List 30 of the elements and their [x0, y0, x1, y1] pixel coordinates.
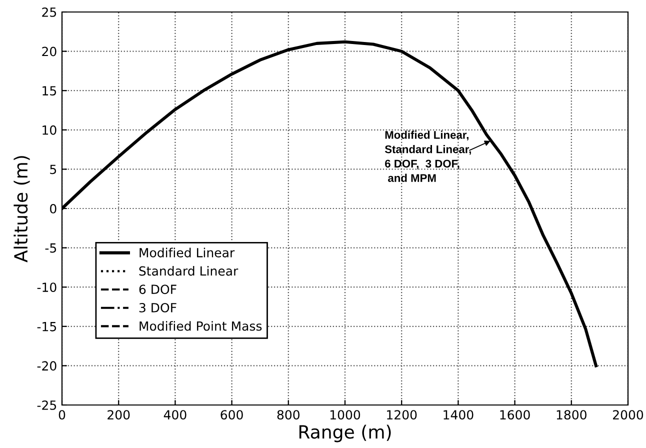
x-tick-label: 200 [108, 410, 130, 420]
x-tick-label: 1600 [500, 410, 530, 420]
x-tick-label: 1400 [444, 410, 474, 420]
x-tick-label: 0 [58, 410, 66, 420]
y-tick-label: -10 [37, 282, 56, 292]
x-tick-label: 1800 [556, 410, 586, 420]
y-tick-label: 0 [50, 204, 56, 214]
y-axis-title: Altitude (m) [14, 156, 30, 262]
y-tick-label: -20 [37, 361, 56, 371]
y-tick-label: 10 [42, 125, 56, 135]
x-tick-label: 600 [220, 410, 243, 420]
legend-label: Modified Point Mass [140, 321, 262, 331]
x-tick-label: 2000 [613, 410, 644, 420]
y-tick-label: 5 [50, 164, 56, 174]
x-tick-label: 1200 [387, 410, 417, 420]
legend-label: 6 DOF [139, 284, 176, 294]
y-tick-label: 20 [42, 46, 56, 56]
legend-label: 3 DOF [139, 302, 176, 312]
y-tick-label: 15 [42, 86, 56, 96]
annotation: Modified Linear, Standard Linear, 6 DOF, 3 DOF, and MPM [384, 130, 471, 182]
legend-label: Modified Linear [140, 248, 235, 258]
y-tick-label: -25 [37, 400, 56, 410]
x-axis-title: Range (m) [299, 424, 391, 442]
y-tick-label: -15 [37, 322, 56, 332]
x-tick-label: 1000 [330, 410, 360, 420]
x-tick-label: 400 [164, 410, 186, 420]
y-tick-label: -5 [45, 243, 56, 253]
x-tick-label: 800 [277, 410, 300, 420]
y-tick-label: 25 [42, 7, 56, 17]
legend-label: Standard Linear [139, 266, 238, 276]
